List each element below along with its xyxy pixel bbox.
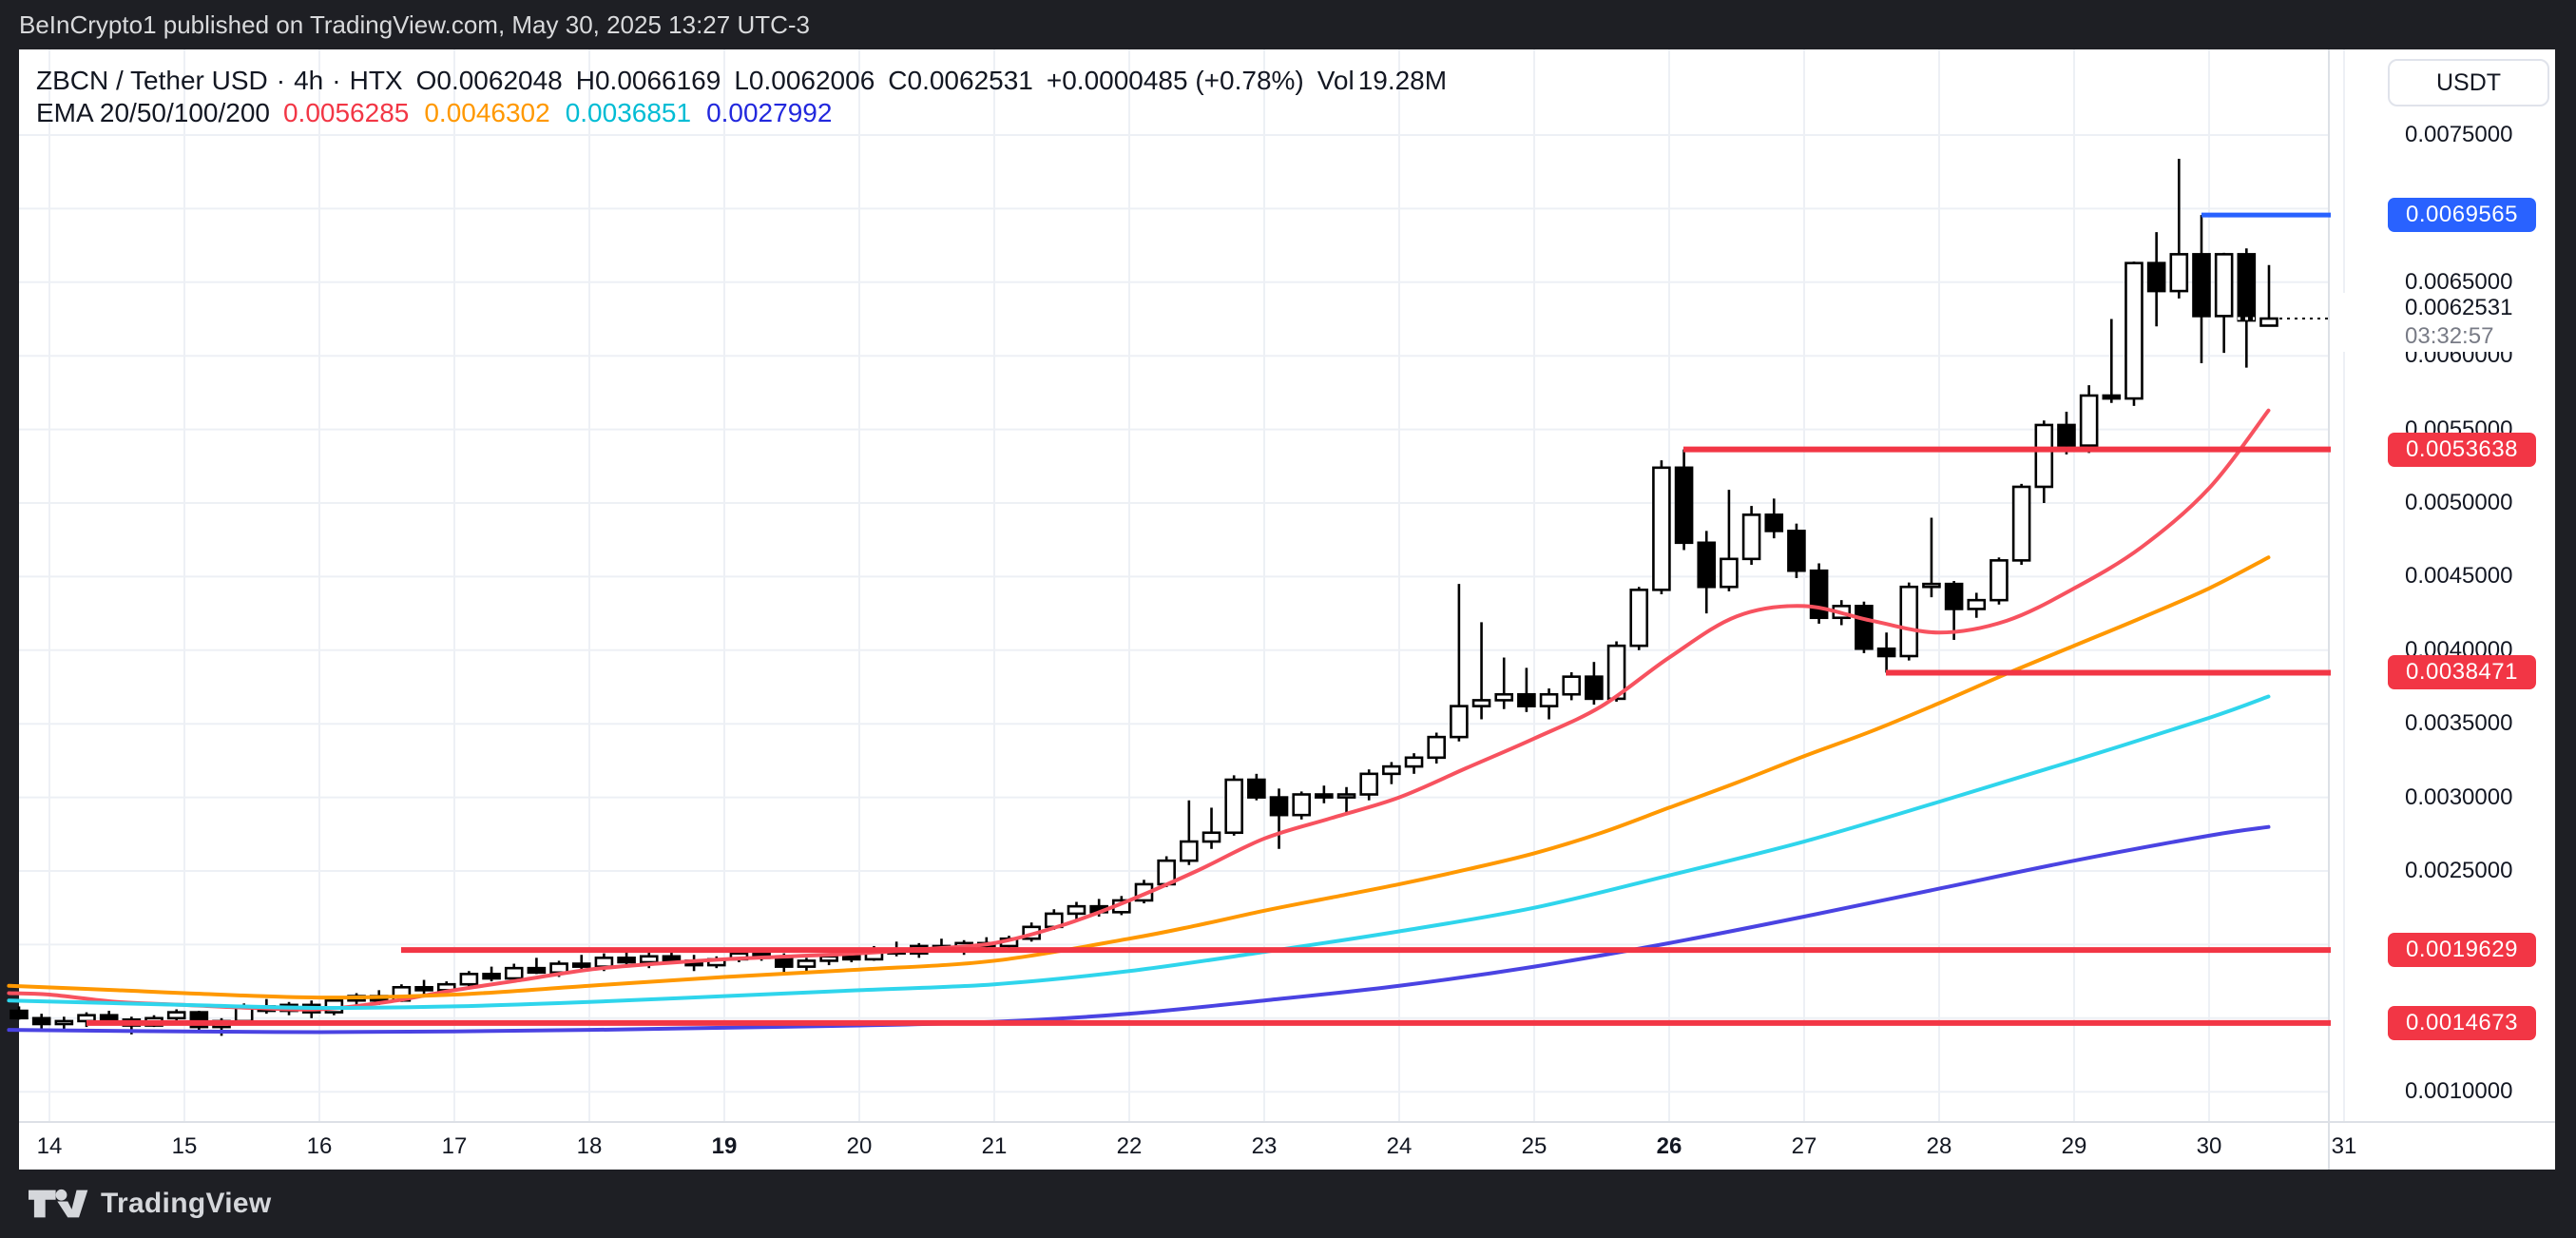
ohlc-low: L 0.0062006: [734, 66, 875, 95]
currency-label: USDT: [2435, 68, 2502, 96]
tradingview-wordmark: TradingView: [101, 1188, 272, 1219]
price-axis-label: 0.0045000: [2405, 563, 2513, 590]
price-axis-label: 0.0035000: [2405, 710, 2513, 737]
symbol-legend: ZBCN / Tether USD · 4h · HTX O 0.0062048 …: [36, 66, 1447, 96]
ema-value-200: 0.0027992: [706, 98, 833, 127]
separator-dot: ·: [276, 66, 286, 95]
time-axis-label-28: 28: [1926, 1133, 1952, 1159]
tradingview-logo-icon: [29, 1189, 88, 1218]
price-axis-label: 0.0050000: [2405, 490, 2513, 515]
time-axis-label-27: 27: [1791, 1133, 1817, 1159]
ema-legend-label: EMA 20/50/100/200: [36, 98, 270, 127]
attribution-text: BeInCrypto1 published on TradingView.com…: [19, 10, 810, 39]
ema200-line[interactable]: [7, 824, 2271, 1035]
time-axis-label-25: 25: [1521, 1133, 1548, 1159]
ema100-line[interactable]: [7, 694, 2271, 1011]
attribution-bar: BeInCrypto1 published on TradingView.com…: [0, 0, 2576, 49]
tradingview-logo[interactable]: TradingView: [29, 1188, 271, 1220]
time-axis-label-19: 19: [711, 1133, 738, 1159]
price-level-badge: 0.0019629: [2388, 933, 2536, 968]
current-price-value: 0.0062531: [2405, 295, 2513, 320]
ema-value-100: 0.0036851: [565, 98, 692, 127]
symbol-name: ZBCN / Tether USD: [36, 66, 268, 95]
currency-toggle-button[interactable]: USDT: [2388, 59, 2549, 106]
ohlc-close: C 0.0062531: [888, 66, 1033, 95]
time-axis-label-22: 22: [1116, 1133, 1143, 1159]
time-axis-label-30: 30: [2196, 1133, 2222, 1159]
price-level-badge: 0.0014673: [2388, 1005, 2536, 1040]
ema-value-50: 0.0046302: [424, 98, 550, 127]
change-value: +0.0000485 (+0.78%): [1046, 66, 1304, 95]
ema-legend-values: 0.0056285 0.0046302 0.0036851 0.0027992: [283, 98, 832, 128]
time-axis-label-21: 21: [981, 1133, 1008, 1159]
time-axis-label-15: 15: [171, 1133, 198, 1159]
price-axis-label: 0.0025000: [2405, 858, 2513, 883]
volume-value: Vol 19.28M: [1317, 66, 1448, 95]
time-axis-label-24: 24: [1386, 1133, 1413, 1159]
ema-value-20: 0.0056285: [282, 98, 410, 127]
time-axis-label-16: 16: [306, 1133, 333, 1159]
price-level-badge: 0.0069565: [2388, 198, 2536, 233]
interval-label[interactable]: 4h: [294, 66, 324, 95]
price-level-badge: 0.0038471: [2388, 655, 2536, 690]
time-axis-label-14: 14: [36, 1133, 63, 1159]
ohlc-high: H 0.0066169: [575, 66, 721, 95]
ohlc-open: O 0.0062048: [415, 66, 563, 95]
time-axis-label-17: 17: [441, 1133, 468, 1159]
time-axis-label-26: 26: [1656, 1133, 1682, 1159]
time-axis-label-20: 20: [846, 1133, 873, 1159]
price-axis-label: 0.0075000: [2405, 122, 2513, 147]
price-axis-label: 0.0065000: [2405, 268, 2513, 295]
ema50-line[interactable]: [7, 555, 2271, 1000]
time-axis-label-31: 31: [2331, 1133, 2357, 1159]
time-axis-label-23: 23: [1251, 1133, 1278, 1159]
ema20-line[interactable]: [7, 408, 2271, 1012]
time-axis-label-29: 29: [2061, 1133, 2087, 1159]
ema-legend: EMA 20/50/100/200 0.0056285 0.0046302 0.00…: [36, 98, 832, 128]
chart-background: [19, 49, 2555, 1170]
price-axis-label: 0.0010000: [2405, 1078, 2513, 1105]
bar-close-countdown: 03:32:57: [2405, 323, 2494, 349]
price-axis-label: 0.0030000: [2405, 783, 2513, 810]
time-axis-label-18: 18: [576, 1133, 603, 1159]
separator-dot: ·: [332, 66, 341, 95]
price-level-badge: 0.0053638: [2388, 432, 2536, 467]
tradingview-footer: TradingView: [0, 1170, 2576, 1238]
current-price-label: 0.0062531 03:32:57: [2331, 293, 2553, 352]
exchange-label: HTX: [349, 66, 403, 95]
